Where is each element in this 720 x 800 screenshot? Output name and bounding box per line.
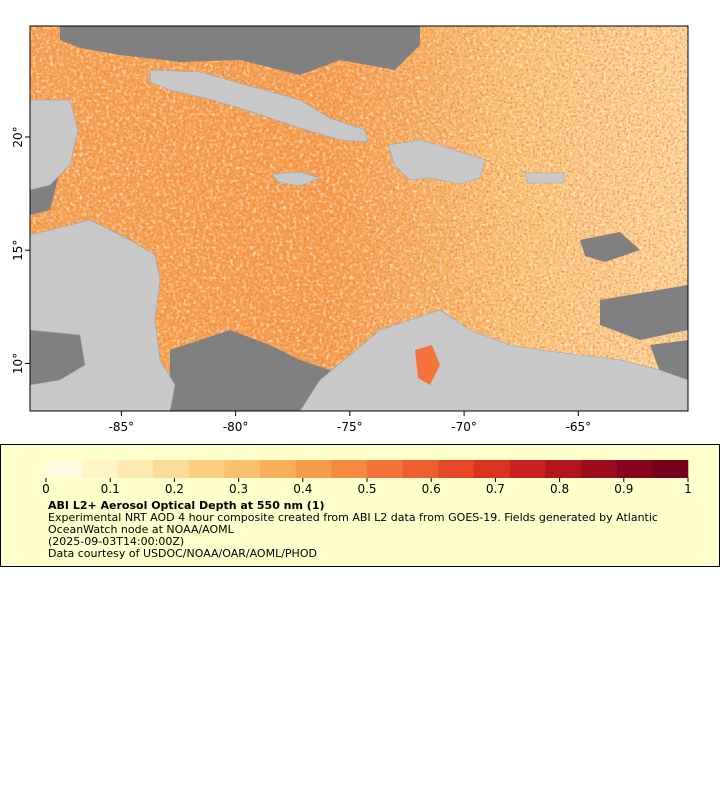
colorbar-tick-label: 0.9 [614, 482, 633, 496]
colorbar-step [367, 460, 403, 478]
x-tick-label: -65° [566, 420, 592, 434]
colorbar-tick-label: 0 [42, 482, 50, 496]
colorbar-tick-label: 0.8 [550, 482, 569, 496]
colorbar-step [652, 460, 689, 478]
x-tick-label: -75° [337, 420, 363, 434]
colorbar-step [81, 460, 118, 478]
colorbar-tick-label: 0.4 [293, 482, 312, 496]
colorbar-step [295, 460, 332, 478]
colorbar-step [260, 460, 296, 478]
legend-text: ABI L2+ Aerosol Optical Depth at 550 nm … [48, 500, 688, 560]
colorbar-step [402, 460, 439, 478]
x-tick-label: -85° [109, 420, 135, 434]
colorbar-tick-label: 0.1 [101, 482, 120, 496]
map-figure: -85° -80° -75° -70° -65° 10° 15° 20° 0 0.1 0.2 0.3 0… [0, 25, 720, 567]
colorbar-step [224, 460, 261, 478]
land [30, 69, 688, 411]
colorbar-step [188, 460, 225, 478]
x-tick-label: -80° [223, 420, 249, 434]
colorbar-step [581, 460, 617, 478]
colorbar-step [46, 460, 82, 478]
legend-title: ABI L2+ Aerosol Optical Depth at 550 nm … [48, 499, 325, 512]
map-area [30, 26, 688, 411]
colorbar-step [153, 460, 189, 478]
colorbar-tick-label: 0.2 [165, 482, 184, 496]
colorbar-step [545, 460, 582, 478]
legend-description: Experimental NRT AOD 4 hour composite cr… [48, 511, 658, 536]
y-tick-label: 15° [11, 240, 25, 261]
colorbar-tick-label: 0.3 [229, 482, 248, 496]
no-data [30, 26, 688, 411]
legend-credit: Data courtesy of USDOC/NOAA/OAR/AOML/PHO… [48, 547, 317, 560]
x-tick-label: -70° [451, 420, 477, 434]
colorbar-tick-label: 0.6 [422, 482, 441, 496]
legend-time: (2025-09-03T14:00:00Z) [48, 535, 185, 548]
colorbar-tick-label: 0.7 [486, 482, 505, 496]
colorbar-tick-label: 1 [684, 482, 692, 496]
lake [415, 345, 440, 385]
colorbar-step [616, 460, 653, 478]
y-tick-label: 10° [11, 353, 25, 374]
y-tick-label: 20° [11, 126, 25, 147]
map-frame [29, 25, 689, 412]
colorbar-tick-label: 0.5 [357, 482, 376, 496]
colorbar-step [474, 460, 510, 478]
colorbar-step [509, 460, 546, 478]
colorbar-step [117, 460, 154, 478]
colorbar-step [331, 460, 368, 478]
colorbar-step [438, 460, 475, 478]
